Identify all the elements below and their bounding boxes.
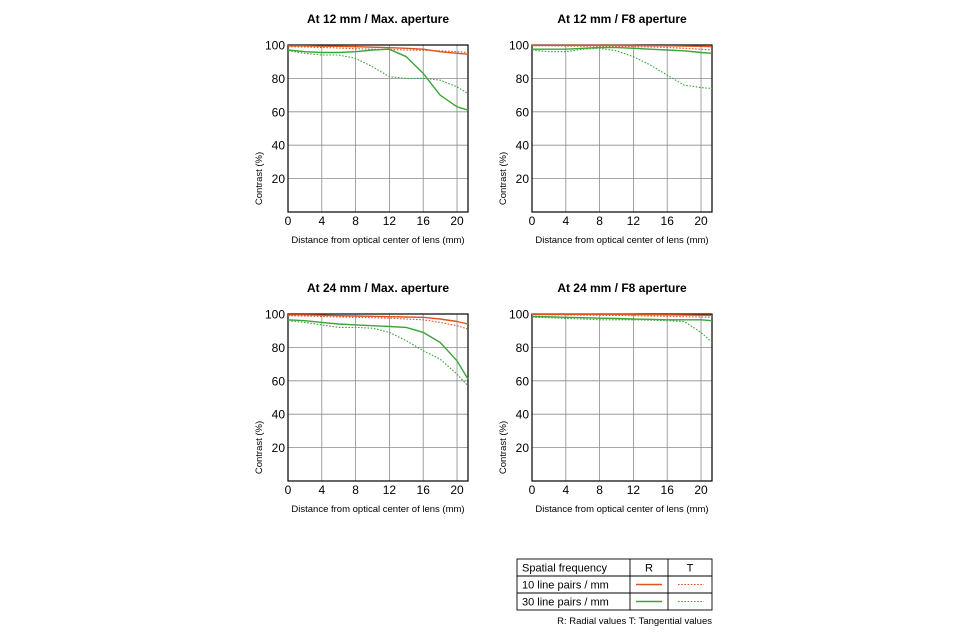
x-tick-label: 12 (383, 483, 397, 497)
chart-title: At 12 mm / Max. aperture (307, 12, 449, 26)
x-tick-label: 4 (318, 483, 325, 497)
chart-title: At 12 mm / F8 aperture (557, 12, 687, 26)
series-line-30lp-tangential (531, 47, 713, 89)
y-tick-label: 100 (265, 39, 285, 53)
x-tick-label: 4 (562, 483, 569, 497)
series-line-10lp-tangential (532, 45, 713, 51)
x-tick-label: 4 (562, 214, 569, 228)
y-tick-label: 100 (265, 308, 285, 322)
legend-col-t: T (687, 563, 694, 575)
plot-frame (531, 44, 713, 213)
y-tick-label: 60 (516, 105, 530, 119)
x-tick-label: 12 (627, 214, 641, 228)
x-tick-label: 8 (352, 214, 359, 228)
series-line-10lp-radial (288, 45, 469, 55)
y-tick-label: 80 (272, 341, 286, 355)
y-tick-label: 20 (516, 441, 530, 455)
legend-frame (516, 558, 713, 611)
plot-frame (287, 44, 469, 213)
legend: Spatial frequency R T 10 line pairs / mm 30 … (516, 558, 713, 627)
y-tick-label: 60 (516, 374, 530, 388)
y-tick-label: 60 (272, 374, 286, 388)
series-line-30lp-radial (287, 48, 469, 111)
y-tick-label: 20 (272, 441, 286, 455)
y-tick-label: 40 (516, 408, 530, 422)
x-tick-label: 16 (661, 483, 675, 497)
x-axis-label: Distance from optical center of lens (mm… (291, 504, 464, 515)
x-tick-label: 0 (529, 483, 536, 497)
series-line-30lp-radial (532, 46, 713, 54)
y-tick-label: 40 (272, 139, 286, 153)
x-tick-label: 20 (450, 214, 464, 228)
x-tick-label: 8 (596, 214, 603, 228)
y-tick-label: 20 (272, 172, 286, 186)
x-tick-label: 20 (694, 214, 708, 228)
series-line-10lp-radial (532, 313, 713, 316)
chart-panel-2: At 12 mm / F8 aperture 20 40 60 80 100 0 4 8 12 16… (498, 12, 713, 246)
legend-header: Spatial frequency (522, 563, 607, 575)
legend-row-30lp: 30 line pairs / mm (522, 597, 609, 609)
series-line-30lp-tangential (531, 316, 713, 343)
x-tick-label: 16 (661, 214, 675, 228)
y-axis-label: Contrast (%) (498, 421, 509, 474)
x-tick-label: 12 (627, 483, 641, 497)
series-line-30lp-tangential (287, 50, 469, 94)
series-line-30lp-tangential (287, 320, 469, 387)
y-tick-label: 40 (272, 408, 286, 422)
y-tick-label: 40 (516, 139, 530, 153)
y-tick-label: 100 (509, 308, 529, 322)
x-tick-label: 0 (529, 214, 536, 228)
series-line-30lp-radial (287, 319, 469, 380)
x-tick-label: 0 (285, 214, 292, 228)
chart-title: At 24 mm / F8 aperture (557, 281, 687, 295)
plot-frame (531, 313, 713, 482)
y-axis-label: Contrast (%) (498, 152, 509, 205)
y-tick-label: 80 (272, 72, 286, 86)
chart-panel-3: At 24 mm / Max. aperture 20 40 60 80 100 0 4 8 12… (254, 281, 469, 515)
y-tick-label: 80 (516, 72, 530, 86)
y-tick-label: 100 (509, 39, 529, 53)
legend-footnote: R: Radial values T: Tangential values (557, 616, 712, 627)
chart-panel-4: At 24 mm / F8 aperture 20 40 60 80 100 0 4 8 12 16… (498, 281, 713, 515)
series-line-10lp-radial (288, 314, 469, 325)
x-tick-label: 12 (383, 214, 397, 228)
chart-panel-1: At 12 mm / Max. aperture 20 40 60 80 100 0 4 8 12… (254, 12, 469, 246)
plot-frame (287, 313, 469, 482)
y-axis-label: Contrast (%) (254, 421, 265, 474)
y-axis-label: Contrast (%) (254, 152, 265, 205)
series-line-10lp-tangential (532, 314, 713, 318)
series-line-10lp-radial (532, 44, 713, 48)
legend-col-r: R (645, 563, 653, 575)
x-axis-label: Distance from optical center of lens (mm… (535, 235, 708, 246)
x-tick-label: 4 (318, 214, 325, 228)
y-tick-label: 80 (516, 341, 530, 355)
x-tick-label: 16 (417, 483, 431, 497)
x-tick-label: 20 (694, 483, 708, 497)
x-axis-label: Distance from optical center of lens (mm… (291, 235, 464, 246)
x-tick-label: 8 (352, 483, 359, 497)
x-axis-label: Distance from optical center of lens (mm… (535, 504, 708, 515)
x-tick-label: 16 (417, 214, 431, 228)
x-tick-label: 20 (450, 483, 464, 497)
legend-row-10lp: 10 line pairs / mm (522, 580, 609, 592)
y-tick-label: 60 (272, 105, 286, 119)
x-tick-label: 0 (285, 483, 292, 497)
series-line-30lp-radial (531, 315, 713, 322)
series-line-10lp-tangential (287, 315, 469, 330)
chart-title: At 24 mm / Max. aperture (307, 281, 449, 295)
y-tick-label: 20 (516, 172, 530, 186)
x-tick-label: 8 (596, 483, 603, 497)
